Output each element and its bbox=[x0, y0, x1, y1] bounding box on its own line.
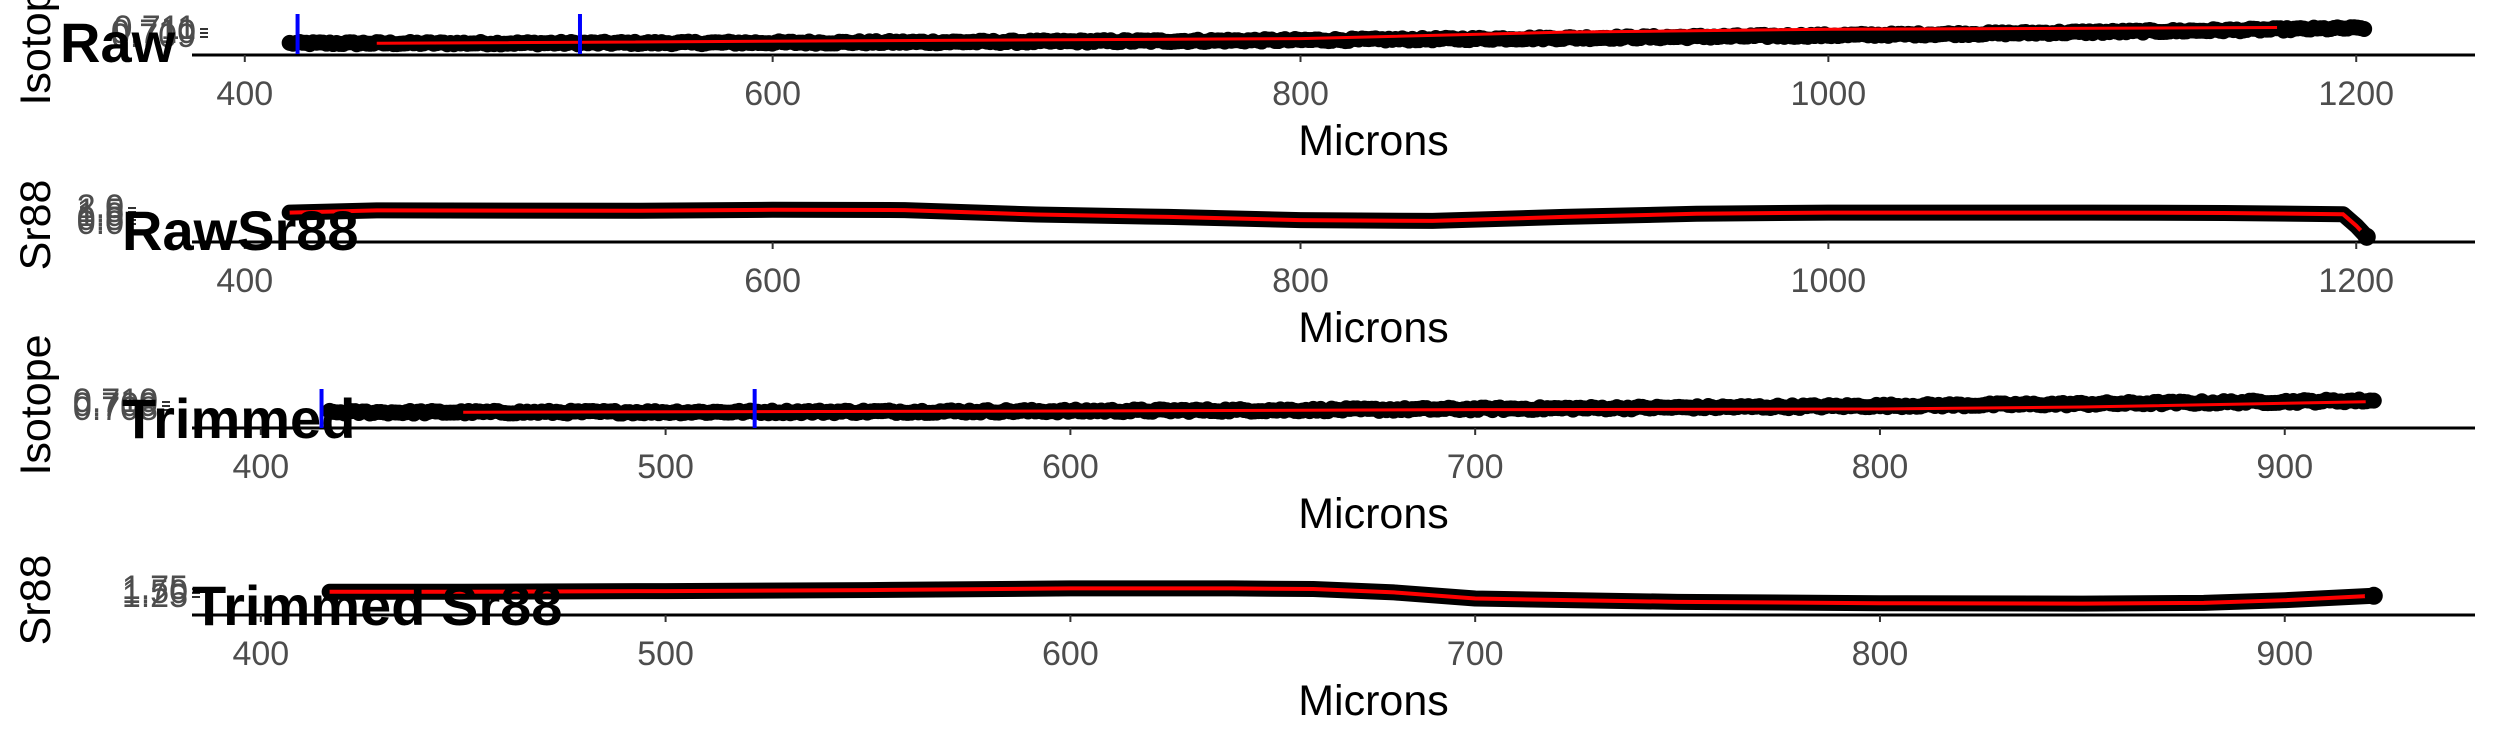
x-tick-label: 800 bbox=[1852, 448, 1909, 486]
y-tick-label: 1.25 bbox=[122, 577, 188, 615]
x-axis-title: Microns bbox=[1298, 490, 1449, 538]
x-tick-label: 800 bbox=[1272, 262, 1329, 300]
panel-title: Raw bbox=[60, 11, 176, 74]
x-tick-label: 700 bbox=[1447, 448, 1504, 486]
x-tick-label: 1200 bbox=[2318, 262, 2394, 300]
x-tick-label: 1200 bbox=[2318, 75, 2394, 113]
y-tick-label: 2.0 bbox=[77, 188, 124, 226]
x-tick-label: 1000 bbox=[1791, 262, 1867, 300]
y-tick-label: 0.710 bbox=[111, 13, 196, 51]
fit-line bbox=[376, 26, 2278, 45]
x-tick-label: 500 bbox=[637, 448, 694, 486]
series-line bbox=[329, 586, 2374, 606]
panel-title: Trimmed Sr88 bbox=[192, 574, 562, 637]
x-tick-label: 400 bbox=[232, 448, 289, 486]
y-tick-label: 1.75 bbox=[122, 569, 188, 607]
data-point bbox=[2364, 586, 2383, 605]
y-axis-title: Isotope bbox=[12, 334, 60, 475]
y-tick-label: 0.708 bbox=[73, 390, 158, 428]
x-tick-label: 900 bbox=[2256, 448, 2313, 486]
x-tick-label: 800 bbox=[1272, 75, 1329, 113]
x-tick-label: 500 bbox=[637, 635, 694, 673]
y-axis-title: Sr88 bbox=[12, 555, 60, 646]
x-tick-label: 400 bbox=[216, 262, 273, 300]
y-axis-title: Isotope bbox=[12, 0, 60, 106]
y-tick-label: 1.0 bbox=[77, 196, 124, 234]
y-tick-label: 1.50 bbox=[122, 573, 188, 611]
x-axis-title: Microns bbox=[1298, 117, 1449, 165]
x-axis-title: Microns bbox=[1298, 677, 1449, 725]
x-tick-label: 600 bbox=[744, 262, 801, 300]
y-tick-label: 0.0 bbox=[77, 204, 124, 242]
x-tick-label: 600 bbox=[1042, 448, 1099, 486]
data-point bbox=[2356, 20, 2373, 37]
series-line bbox=[289, 207, 2369, 239]
panel-title: Trimmed bbox=[122, 387, 355, 450]
fit-line bbox=[463, 400, 2366, 414]
y-tick-label: 1.5 bbox=[77, 192, 124, 230]
x-tick-label: 600 bbox=[1042, 635, 1099, 673]
x-tick-label: 800 bbox=[1852, 635, 1909, 673]
x-axis-title: Microns bbox=[1298, 304, 1449, 352]
x-tick-label: 600 bbox=[744, 75, 801, 113]
data-point bbox=[2365, 392, 2382, 409]
y-tick-label: 0.709 bbox=[111, 17, 196, 55]
y-tick-label: 0.710 bbox=[73, 382, 158, 420]
x-tick-label: 400 bbox=[216, 75, 273, 113]
x-tick-label: 900 bbox=[2256, 635, 2313, 673]
y-tick-label: 0.5 bbox=[77, 200, 124, 238]
y-axis-title: Sr88 bbox=[12, 180, 60, 271]
y-tick-label: 0.711 bbox=[113, 9, 196, 47]
x-tick-label: 700 bbox=[1447, 635, 1504, 673]
x-tick-label: 400 bbox=[232, 635, 289, 673]
panel-title: RawSr88 bbox=[122, 199, 359, 262]
data-point bbox=[2357, 227, 2376, 246]
y-tick-label: 0.709 bbox=[73, 386, 158, 424]
x-tick-label: 1000 bbox=[1791, 75, 1867, 113]
